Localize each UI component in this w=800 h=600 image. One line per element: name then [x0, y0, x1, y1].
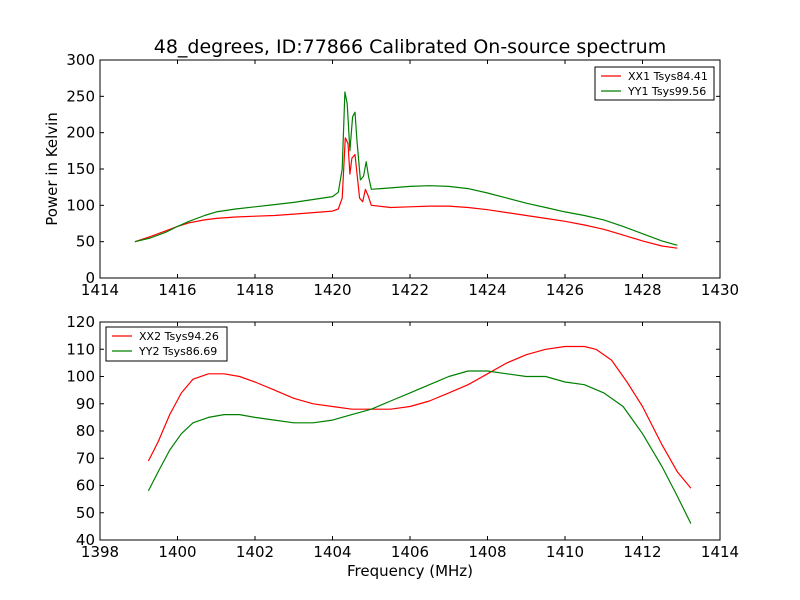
- top-plot-x-tick-label: 1426: [546, 281, 584, 299]
- top-plot-x-tick-label: 1414: [81, 281, 119, 299]
- bottom-plot-y-tick-label: 90: [76, 395, 95, 413]
- bottom-plot-series-1-line: [147, 345, 692, 489]
- bottom-plot-x-tick-label: 1414: [701, 543, 739, 561]
- top-plot-x-tick-label: 1418: [236, 281, 274, 299]
- top-plot-x-tick-label: 1422: [391, 281, 429, 299]
- bottom-plot-y-tick-label: 60: [76, 477, 95, 495]
- bottom-plot-y-tick-label: 40: [76, 531, 95, 549]
- bottom-plot-x-tick-label: 1412: [623, 543, 661, 561]
- top-plot-legend-label-2: YY1 Tsys99.56: [627, 85, 706, 98]
- bottom-plot-x-tick-label: 1400: [158, 543, 196, 561]
- chart-title: 48_degrees, ID:77866 Calibrated On-sourc…: [154, 36, 666, 58]
- top-plot-legend: XX1 Tsys84.41 YY1 Tsys99.56: [594, 66, 715, 101]
- bottom-plot-x-ticks: 1398 1400 1402 1404 1406 1408 1410 1412 1414: [81, 322, 739, 561]
- bottom-plot: 1398 1400 1402 1404 1406 1408 1410 1412 1414 40 5…: [66, 313, 739, 580]
- top-plot-x-tick-label: 1428: [623, 281, 661, 299]
- top-plot-x-tick-label: 1416: [158, 281, 196, 299]
- bottom-plot-x-tick-label: 1410: [546, 543, 584, 561]
- bottom-plot-y-tick-label: 70: [76, 449, 95, 467]
- bottom-plot-x-tick-label: 1408: [468, 543, 506, 561]
- top-plot-legend-box: [594, 66, 715, 101]
- top-plot-lines: [134, 91, 678, 249]
- bottom-plot-y-ticks: 40 50 60 70 80 90 100 110 120: [66, 313, 720, 549]
- top-plot-x-ticks: 1414 1416 1418 1420 1422 1424 1426 1428 1430: [81, 60, 739, 299]
- bottom-plot-y-tick-label: 100: [66, 368, 95, 386]
- bottom-plot-y-tick-label: 110: [66, 340, 95, 358]
- top-plot-x-tick-label: 1424: [468, 281, 506, 299]
- bottom-plot-x-tick-label: 1404: [313, 543, 351, 561]
- top-plot-x-tick-label: 1430: [701, 281, 739, 299]
- bottom-plot-legend: XX2 Tsys94.26 YY2 Tsys86.69: [105, 326, 228, 362]
- top-plot-y-tick-label: 100: [66, 196, 95, 214]
- top-plot-x-tick-label: 1420: [313, 281, 351, 299]
- top-plot-y-tick-label: 150: [66, 160, 95, 178]
- bottom-plot-x-tick-label: 1398: [81, 543, 119, 561]
- top-plot: 1414 1416 1418 1420 1422 1424 1426 1428 1430 0 50…: [43, 51, 739, 299]
- top-plot-y-tick-label: 200: [66, 124, 95, 142]
- bottom-plot-legend-box: [105, 326, 228, 362]
- top-plot-y-tick-label: 300: [66, 51, 95, 69]
- bottom-plot-legend-label-2: YY2 Tsys86.69: [138, 345, 217, 358]
- bottom-plot-x-axis-label: Frequency (MHz): [347, 562, 473, 580]
- bottom-plot-y-tick-label: 50: [76, 504, 95, 522]
- top-plot-series-2-line: [134, 91, 678, 246]
- bottom-plot-legend-label-1: XX2 Tsys94.26: [139, 330, 219, 343]
- top-plot-y-tick-label: 250: [66, 87, 95, 105]
- bottom-plot-x-tick-label: 1406: [391, 543, 429, 561]
- top-plot-y-tick-label: 50: [76, 233, 95, 251]
- bottom-plot-y-tick-label: 80: [76, 422, 95, 440]
- top-plot-y-axis-label: Power in Kelvin: [43, 112, 61, 226]
- top-plot-y-tick-label: 0: [85, 269, 95, 287]
- bottom-plot-y-tick-label: 120: [66, 313, 95, 331]
- top-plot-series-1-line: [134, 137, 678, 249]
- top-plot-legend-label-1: XX1 Tsys84.41: [628, 70, 708, 83]
- bottom-plot-x-tick-label: 1402: [236, 543, 274, 561]
- bottom-plot-series-2-line: [147, 370, 692, 524]
- bottom-plot-lines: [147, 345, 692, 524]
- top-plot-y-ticks: 0 50 100 150 200 250 300: [66, 51, 720, 287]
